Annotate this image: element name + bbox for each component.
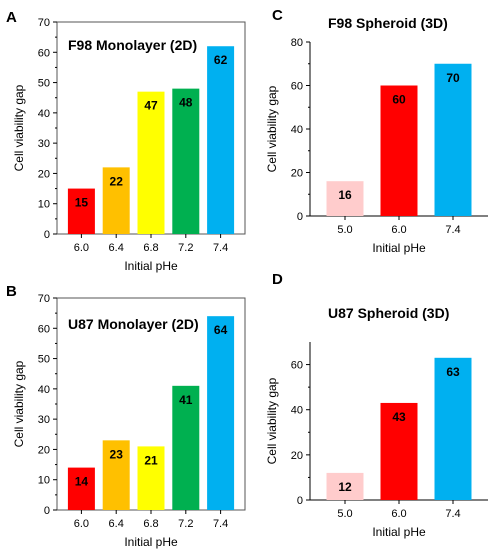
- bar-value-label: 12: [338, 480, 352, 494]
- chart-title: F98 Monolayer (2D): [68, 37, 197, 53]
- y-tick-label: 40: [291, 124, 303, 136]
- y-tick-label: 60: [291, 360, 303, 372]
- bar: [326, 181, 364, 216]
- y-tick-label: 20: [38, 444, 50, 456]
- y-tick-label: 50: [38, 354, 50, 366]
- bar: [326, 472, 364, 500]
- x-tick-label: 7.4: [213, 518, 228, 530]
- bar-value-label: 48: [179, 96, 193, 110]
- y-axis-label: Cell viability gap: [265, 85, 279, 172]
- y-axis-label: Cell viability gap: [12, 360, 26, 447]
- y-tick-label: 50: [38, 78, 50, 90]
- y-tick-label: 20: [291, 450, 303, 462]
- y-tick-label: 10: [38, 199, 50, 211]
- panel-letter: D: [272, 271, 283, 288]
- bar-value-label: 47: [144, 99, 158, 113]
- bar: [434, 63, 472, 216]
- panel-c: C 0 20 40 60 80 16 5.0 60 6.0 70 7.4 F98 Spheroid (3…: [265, 7, 488, 255]
- y-tick-label: 0: [44, 229, 50, 241]
- bar: [67, 467, 95, 510]
- x-tick-label: 6.0: [391, 508, 406, 520]
- y-tick-label: 20: [38, 168, 50, 180]
- panel-letter: C: [272, 7, 283, 24]
- y-tick-label: 60: [38, 323, 50, 335]
- y-tick-label: 60: [291, 81, 303, 93]
- y-tick-label: 0: [44, 505, 50, 517]
- x-tick-label: 5.0: [337, 224, 352, 236]
- chart-title: F98 Spheroid (3D): [328, 15, 448, 31]
- panel-b: B 0 10 20 30 40 50 60 70 14 6.0 23 6.4 21 6.8 41 7.2 64 7.…: [6, 283, 246, 549]
- panel-letter: A: [6, 9, 17, 26]
- x-tick-label: 6.8: [143, 518, 158, 530]
- y-tick-label: 80: [291, 37, 303, 49]
- x-tick-label: 7.4: [445, 508, 460, 520]
- bar-value-label: 16: [338, 188, 352, 202]
- bar-value-label: 14: [75, 475, 89, 489]
- y-tick-label: 40: [291, 405, 303, 417]
- x-tick-label: 6.4: [109, 518, 124, 530]
- x-tick-label: 5.0: [337, 508, 352, 520]
- bar-value-label: 70: [446, 71, 460, 85]
- y-axis-label: Cell viability gap: [265, 377, 279, 464]
- bar-value-label: 21: [144, 453, 158, 467]
- panel-d: D 0 20 40 60 12 5.0 43 6.0 63 7.4 U87 Spheroid (3D)…: [265, 271, 488, 539]
- bar: [434, 357, 472, 500]
- bar-value-label: 15: [75, 196, 89, 210]
- bar: [102, 167, 130, 234]
- bar-value-label: 63: [446, 365, 460, 379]
- panel-a: A 0 10 20 30 40 50 60 70 15 6.0 22 6.4 47 6.8 48 7.2 62 7.…: [6, 9, 246, 273]
- x-axis-label: Initial pHe: [124, 535, 178, 549]
- y-tick-label: 0: [297, 495, 303, 507]
- bar-value-label: 41: [179, 393, 193, 407]
- chart-title: U87 Monolayer (2D): [68, 316, 199, 332]
- bar-value-label: 60: [392, 93, 406, 107]
- bar: [172, 88, 200, 234]
- y-tick-label: 40: [38, 108, 50, 120]
- x-tick-label: 6.0: [74, 518, 89, 530]
- bar: [172, 385, 200, 510]
- bar-value-label: 64: [214, 323, 228, 337]
- y-tick-label: 30: [38, 414, 50, 426]
- y-tick-label: 70: [38, 293, 50, 305]
- y-tick-label: 20: [291, 168, 303, 180]
- x-tick-label: 6.4: [109, 242, 124, 254]
- bar: [102, 440, 130, 510]
- bar: [380, 85, 418, 216]
- x-tick-label: 7.4: [445, 224, 460, 236]
- y-axis-label: Cell viability gap: [12, 84, 26, 171]
- y-tick-label: 70: [38, 17, 50, 29]
- y-tick-label: 30: [38, 138, 50, 150]
- y-tick-label: 10: [38, 475, 50, 487]
- x-tick-label: 6.8: [143, 242, 158, 254]
- x-tick-label: 7.2: [178, 242, 193, 254]
- bar: [137, 91, 165, 235]
- x-tick-label: 6.0: [74, 242, 89, 254]
- chart-title: U87 Spheroid (3D): [328, 305, 449, 321]
- x-axis-label: Initial pHe: [372, 241, 426, 255]
- y-tick-label: 0: [297, 211, 303, 223]
- bar-value-label: 43: [392, 410, 406, 424]
- x-tick-label: 6.0: [391, 224, 406, 236]
- y-tick-label: 60: [38, 47, 50, 59]
- bar: [207, 46, 235, 234]
- y-tick-label: 40: [38, 384, 50, 396]
- x-axis-label: Initial pHe: [372, 525, 426, 539]
- bar-value-label: 62: [214, 53, 228, 67]
- x-tick-label: 7.2: [178, 518, 193, 530]
- bar: [67, 188, 95, 234]
- bar: [137, 446, 165, 510]
- bar-value-label: 23: [110, 447, 124, 461]
- x-axis-label: Initial pHe: [124, 259, 178, 273]
- bar-value-label: 22: [110, 174, 124, 188]
- bar: [207, 316, 235, 510]
- bar: [380, 402, 418, 500]
- panel-letter: B: [6, 283, 17, 300]
- x-tick-label: 7.4: [213, 242, 228, 254]
